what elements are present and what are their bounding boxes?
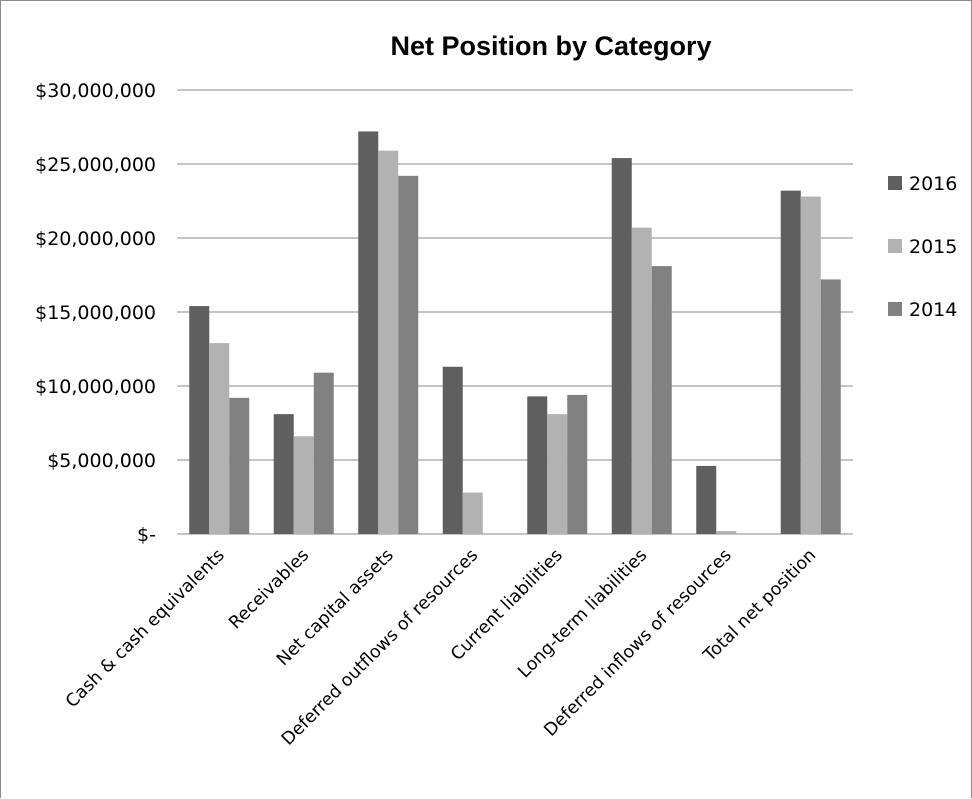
legend-swatch (888, 302, 902, 316)
y-tick-label: $- (137, 524, 156, 546)
legend-label: 2016 (909, 173, 957, 195)
bar-2014 (820, 279, 841, 534)
legend-label: 2014 (909, 299, 957, 321)
bar-2016 (527, 396, 548, 534)
x-tick-label: Receivables (225, 545, 313, 633)
y-tick-label: $15,000,000 (35, 302, 156, 324)
bar-2016 (273, 414, 294, 534)
legend-swatch (888, 176, 902, 190)
bar-2015 (716, 531, 737, 534)
y-tick-label: $10,000,000 (35, 376, 156, 398)
y-axis-ticks: $- $5,000,000 $10,000,000 $15,000,000 $20,00… (35, 80, 156, 546)
bar-2015 (631, 227, 652, 534)
x-tick-label: Cash & cash equivalents (62, 545, 229, 712)
bar-2016 (696, 465, 717, 534)
bar-2014 (651, 266, 672, 534)
legend: 2016 2015 2014 (888, 173, 957, 321)
bar-2015 (547, 414, 568, 534)
y-tick-label: $25,000,000 (35, 154, 156, 176)
bar-2016 (442, 366, 463, 534)
bar-2016 (611, 158, 632, 534)
bar-2016 (358, 131, 379, 534)
bar-2014 (567, 394, 588, 534)
legend-label: 2015 (909, 236, 957, 258)
y-tick-label: $5,000,000 (47, 450, 156, 472)
bars (189, 131, 841, 534)
bar-2014 (229, 397, 250, 534)
chart-title: Net Position by Category (390, 31, 711, 61)
legend-swatch (888, 239, 902, 253)
x-tick-label: Deferred inflows of resources (540, 545, 735, 740)
bar-2015 (800, 196, 821, 534)
bar-2015 (462, 492, 483, 534)
y-tick-label: $30,000,000 (35, 80, 156, 102)
bar-2015 (209, 343, 230, 534)
bar-2016 (780, 190, 801, 534)
bar-2015 (293, 436, 314, 534)
bar-2015 (378, 150, 399, 534)
bar-2016 (189, 306, 210, 534)
bar-2014 (398, 175, 419, 534)
y-tick-label: $20,000,000 (35, 228, 156, 250)
bar-2014 (313, 372, 334, 534)
